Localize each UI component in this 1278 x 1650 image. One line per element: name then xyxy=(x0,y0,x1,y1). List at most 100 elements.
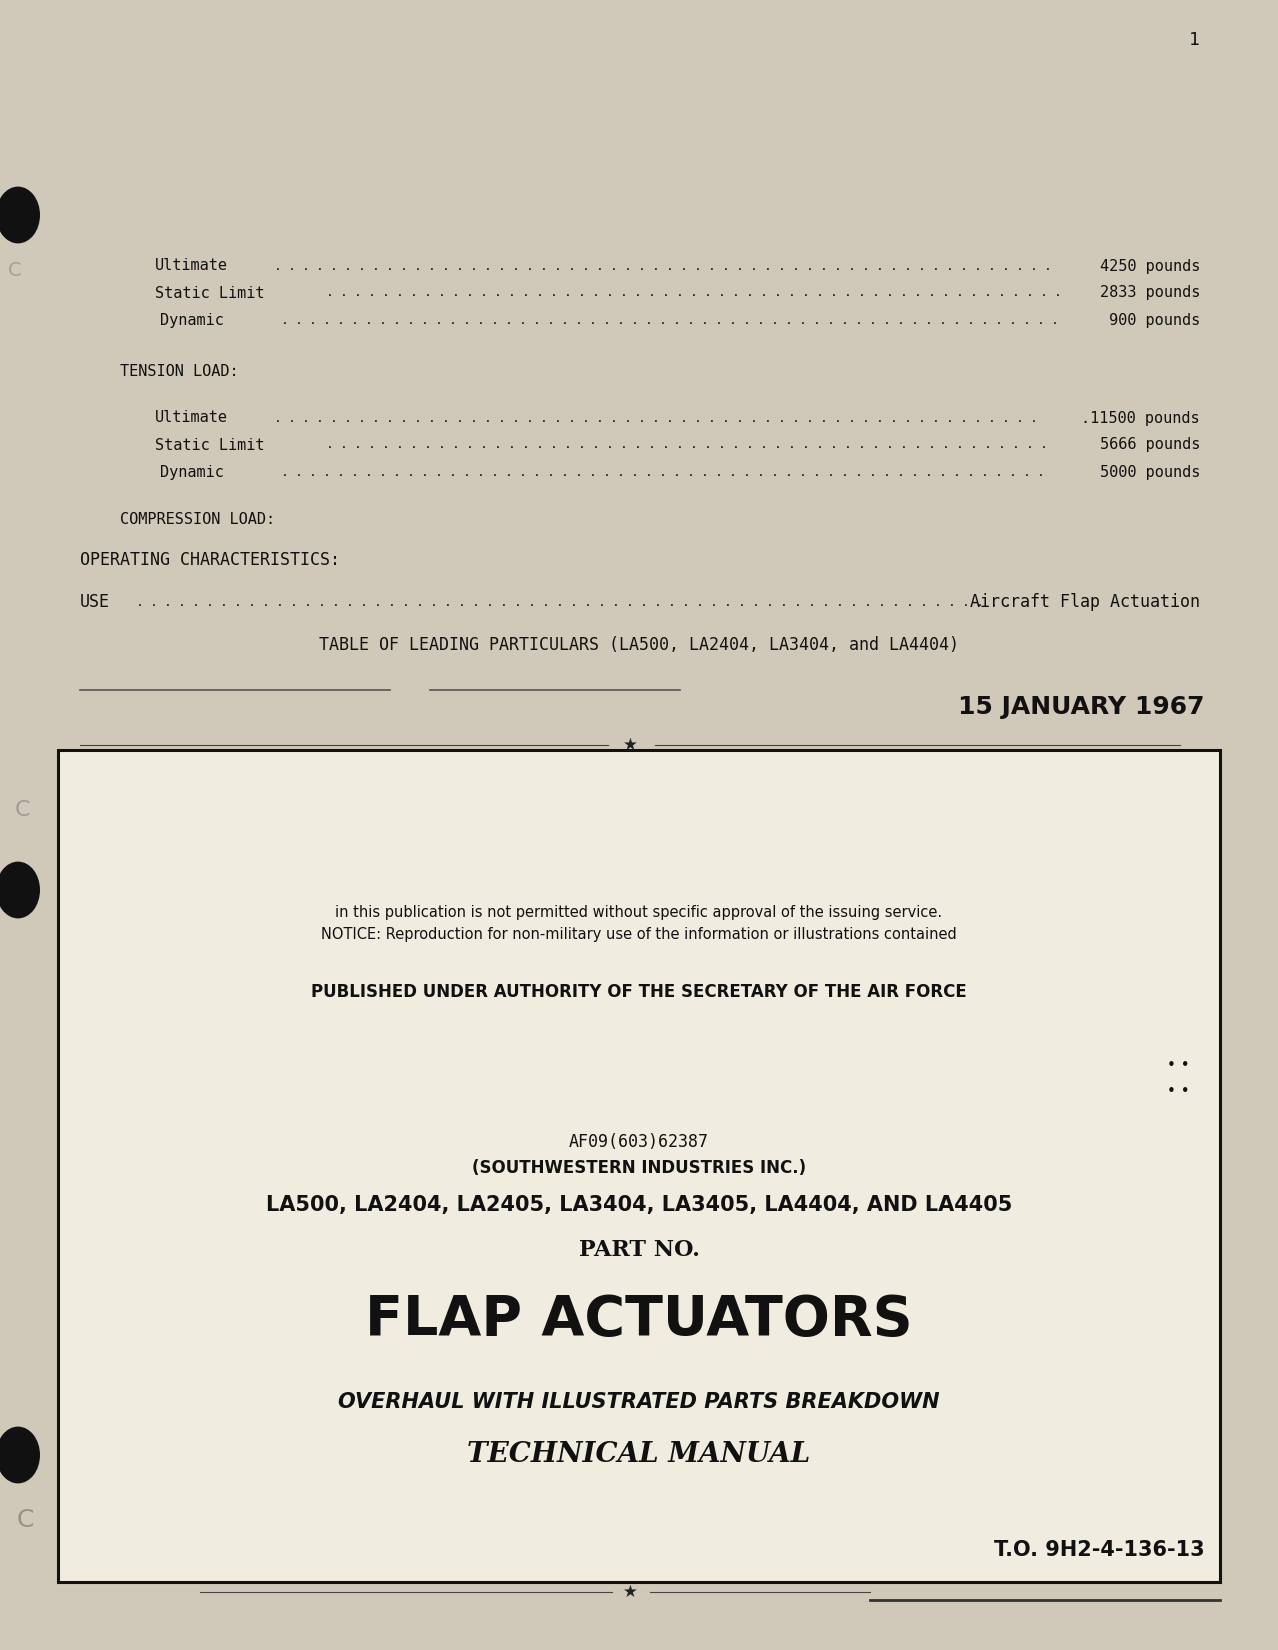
Circle shape xyxy=(0,186,40,244)
Text: .: . xyxy=(603,465,611,478)
Text: .: . xyxy=(330,411,337,424)
Text: .: . xyxy=(449,314,458,327)
Text: .: . xyxy=(861,411,870,424)
Text: .: . xyxy=(900,439,907,452)
Text: .: . xyxy=(932,259,941,272)
Text: .: . xyxy=(702,314,709,327)
Text: .: . xyxy=(849,411,856,424)
Text: .: . xyxy=(914,439,921,452)
Text: .: . xyxy=(718,439,726,452)
Text: .: . xyxy=(732,439,740,452)
Text: .: . xyxy=(581,411,590,424)
Text: .: . xyxy=(206,596,213,609)
Text: .: . xyxy=(757,314,766,327)
Text: .: . xyxy=(702,465,709,478)
Text: .: . xyxy=(553,259,562,272)
Text: .: . xyxy=(858,287,866,300)
Text: .: . xyxy=(382,439,390,452)
Text: .: . xyxy=(276,596,284,609)
Text: .: . xyxy=(932,411,941,424)
Text: .: . xyxy=(766,596,774,609)
Text: .: . xyxy=(1012,287,1020,300)
Text: .: . xyxy=(410,439,418,452)
Text: .: . xyxy=(481,439,488,452)
Text: .: . xyxy=(743,465,751,478)
Text: .: . xyxy=(374,596,382,609)
Text: .: . xyxy=(982,465,989,478)
Text: .: . xyxy=(498,411,506,424)
Text: .: . xyxy=(527,411,534,424)
Text: .: . xyxy=(789,287,796,300)
Text: PART NO.: PART NO. xyxy=(579,1239,699,1261)
Text: .: . xyxy=(889,411,898,424)
Text: .: . xyxy=(620,287,627,300)
Text: .: . xyxy=(996,465,1003,478)
Text: .: . xyxy=(652,259,659,272)
Text: .: . xyxy=(760,287,768,300)
Text: .: . xyxy=(1010,314,1017,327)
Text: .: . xyxy=(403,596,410,609)
Text: .: . xyxy=(654,596,662,609)
Text: .: . xyxy=(750,411,758,424)
Text: .: . xyxy=(354,287,362,300)
Text: .: . xyxy=(396,439,404,452)
Text: .: . xyxy=(914,287,921,300)
Text: .: . xyxy=(674,465,681,478)
Text: .: . xyxy=(302,259,311,272)
Text: .: . xyxy=(1036,314,1045,327)
Text: .: . xyxy=(1040,287,1048,300)
Text: .: . xyxy=(323,314,331,327)
Text: .: . xyxy=(813,314,820,327)
Text: .: . xyxy=(553,411,562,424)
Text: .: . xyxy=(676,287,684,300)
Text: .: . xyxy=(827,314,835,327)
Text: .: . xyxy=(774,287,782,300)
Text: .: . xyxy=(820,259,828,272)
Text: .: . xyxy=(344,411,351,424)
Text: .: . xyxy=(288,411,296,424)
Text: 1: 1 xyxy=(1189,31,1200,50)
Text: .: . xyxy=(400,259,408,272)
Text: .: . xyxy=(535,287,544,300)
Text: .: . xyxy=(648,287,656,300)
Text: .: . xyxy=(533,465,541,478)
Text: .: . xyxy=(1005,596,1012,609)
Text: 15 JANUARY 1967: 15 JANUARY 1967 xyxy=(958,695,1205,719)
Text: .: . xyxy=(386,411,394,424)
Text: .: . xyxy=(527,259,534,272)
Text: .: . xyxy=(575,465,583,478)
Text: .: . xyxy=(928,439,935,452)
Text: .: . xyxy=(827,465,835,478)
Text: .: . xyxy=(771,465,780,478)
Text: .: . xyxy=(396,287,404,300)
Text: 2833 pounds: 2833 pounds xyxy=(1099,285,1200,300)
Text: .: . xyxy=(953,314,961,327)
Text: .: . xyxy=(505,465,512,478)
Text: .: . xyxy=(875,411,884,424)
Text: .: . xyxy=(295,465,303,478)
Text: .: . xyxy=(631,314,639,327)
Text: Ultimate: Ultimate xyxy=(155,411,227,426)
Text: .: . xyxy=(295,314,303,327)
Text: .: . xyxy=(380,465,387,478)
Text: .: . xyxy=(337,465,345,478)
Text: .: . xyxy=(323,465,331,478)
Text: .: . xyxy=(491,465,498,478)
Text: .: . xyxy=(948,596,956,609)
Text: .: . xyxy=(620,439,627,452)
Text: .: . xyxy=(778,411,786,424)
Text: .: . xyxy=(648,439,656,452)
Text: .: . xyxy=(556,596,564,609)
Text: .: . xyxy=(808,596,815,609)
Text: .: . xyxy=(694,259,702,272)
Text: .: . xyxy=(728,465,737,478)
Text: .: . xyxy=(886,439,895,452)
Text: .: . xyxy=(368,287,376,300)
Text: .: . xyxy=(736,411,744,424)
Text: .: . xyxy=(668,596,676,609)
Text: .: . xyxy=(704,287,712,300)
Text: .: . xyxy=(603,314,611,327)
Text: .: . xyxy=(486,596,495,609)
Text: .: . xyxy=(150,596,158,609)
Text: .: . xyxy=(547,314,555,327)
